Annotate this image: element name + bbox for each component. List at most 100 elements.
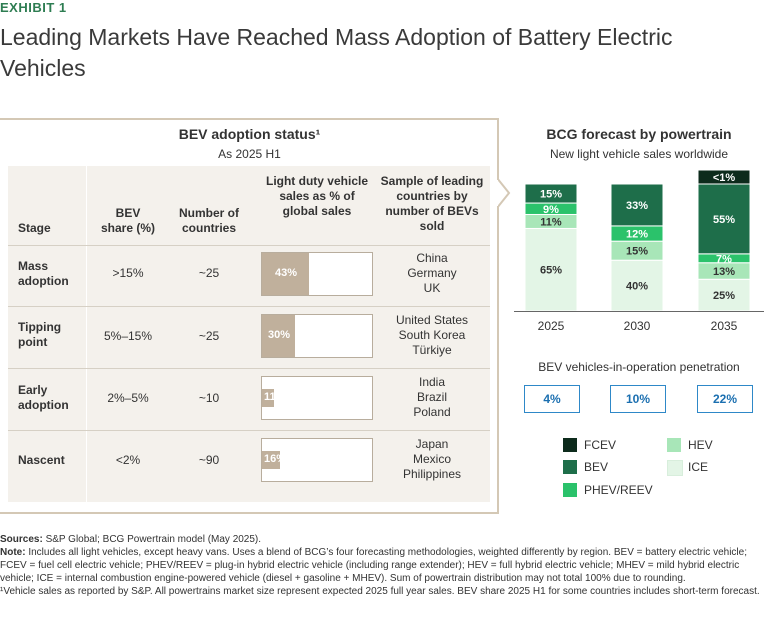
penetration-value-2025: 4%	[524, 385, 580, 413]
sources-label: Sources:	[0, 534, 43, 545]
country-name: Mexico	[412, 452, 451, 466]
segment-label-hev-2030: 15%	[626, 246, 648, 258]
footnotes: Sources: S&P Global; BCG Powertrain mode…	[0, 533, 760, 598]
bev-share-value: 2%–5%	[107, 391, 149, 405]
sales-share-fill	[262, 389, 274, 407]
note-label: Note:	[0, 547, 26, 558]
x-tick-label-2035: 2035	[711, 319, 738, 332]
country-name: United States	[395, 313, 469, 327]
bev-share-value: <2%	[115, 453, 141, 467]
legend-label-fcev: FCEV	[584, 438, 617, 452]
bar-segment-ice-2030	[610, 259, 664, 312]
header-bev-share: BEV share (%)	[100, 206, 156, 235]
country-name: India	[418, 375, 446, 389]
penetration-value-2035: 22%	[697, 385, 753, 413]
legend-swatch-hev	[667, 438, 681, 452]
adoption-panel-subtitle: As 2025 H1	[218, 147, 281, 161]
legend-swatch-bev	[563, 460, 577, 474]
country-count-value: ~10	[198, 391, 220, 405]
penetration-value-2030: 10%	[610, 385, 666, 413]
legend-swatch-ice	[667, 460, 683, 476]
adoption-panel	[0, 118, 499, 514]
sample-countries: China Germany UK	[376, 251, 488, 296]
header-number-countries: Number of countries	[179, 206, 239, 235]
country-count-value: ~25	[198, 329, 220, 343]
stage-mass-adoption: Mass adoption	[18, 259, 69, 288]
row-divider	[8, 306, 490, 307]
legend-label-hev: HEV	[688, 438, 713, 452]
x-tick-label-2030: 2030	[624, 319, 651, 332]
country-count-value: ~25	[198, 266, 220, 280]
panel-pointer	[497, 178, 511, 208]
sales-share-bar: 16%	[261, 438, 373, 482]
sample-countries: United States South Korea Türkiye	[376, 313, 488, 358]
chart-subtitle: New light vehicle sales worldwide	[549, 147, 729, 161]
legend-label-ice: ICE	[688, 460, 709, 474]
sales-share-label: 43%	[275, 267, 298, 279]
sources-line: Sources: S&P Global; BCG Powertrain mode…	[0, 533, 760, 546]
stage-nascent: Nascent	[18, 453, 65, 467]
country-name: Philippines	[402, 467, 462, 481]
country-name: China	[416, 251, 448, 265]
segment-label-bev-2025: 15%	[540, 189, 562, 201]
bar-segment-bev-2025	[524, 183, 578, 204]
chart-title: BCG forecast by powertrain	[546, 126, 732, 142]
segment-label-ice-2030: 40%	[626, 281, 648, 293]
legend-label-phev: PHEV/REEV	[584, 483, 653, 497]
legend-label-bev: BEV	[584, 460, 609, 474]
sources-text: S&P Global; BCG Powertrain model (May 20…	[45, 534, 262, 545]
legend-swatch-phev	[563, 483, 577, 497]
footnote-line: ¹Vehicle sales as reported by S&P. All p…	[0, 586, 760, 597]
legend-swatch-fcev	[563, 438, 577, 452]
adoption-panel-title: BEV adoption status¹	[178, 126, 321, 142]
row-divider	[8, 430, 490, 431]
sales-share-fill	[262, 253, 309, 295]
country-count-value: ~90	[198, 453, 220, 467]
x-tick-label-2025: 2025	[538, 319, 565, 332]
country-name: UK	[423, 281, 441, 295]
country-name: Japan	[415, 437, 449, 451]
country-name: Türkiye	[412, 343, 452, 357]
sales-share-bar: 43%	[261, 252, 373, 296]
segment-label-phev-reev-2030: 12%	[626, 229, 648, 241]
segment-label-phev-reev-2025: 9%	[543, 204, 559, 216]
header-vehicle-sales: Light duty vehicle sales as % of global …	[265, 174, 368, 218]
country-name: Brazil	[416, 390, 447, 404]
sales-share-bar: 30%	[261, 314, 373, 358]
sales-share-fill	[262, 315, 295, 357]
segment-label-bev-2035: 55%	[713, 214, 735, 226]
sample-countries: Japan Mexico Philippines	[376, 437, 488, 482]
bar-segment-bev-2030	[610, 183, 664, 227]
note-text: Includes all light vehicles, except heav…	[0, 547, 747, 584]
sales-share-fill	[262, 451, 280, 469]
sales-share-bar: 11%	[261, 376, 373, 420]
bev-share-value: >15%	[112, 266, 144, 280]
segment-label-ice-2025: 65%	[540, 265, 562, 277]
sales-share-label: 30%	[268, 329, 291, 341]
stacked-bar-chart: 65% 11%9% 15% 2025 40% 15% 12% 33% 2030 25% 13%7% 5…	[514, 170, 764, 332]
row-divider	[8, 245, 490, 246]
sample-countries: India Brazil Poland	[376, 375, 488, 420]
segment-label-bev-2030: 33%	[626, 200, 648, 212]
bar-segment-bev-2035	[697, 183, 751, 255]
segment-label-hev-2025: 11%	[540, 216, 562, 228]
exhibit-label: EXHIBIT 1	[0, 0, 67, 15]
stage-early-adoption: Early adoption	[18, 383, 69, 412]
adoption-table	[8, 166, 490, 502]
sales-share-label: 16%	[264, 453, 287, 465]
country-name: South Korea	[398, 328, 466, 342]
header-sample-countries: Sample of leading countries by number of…	[380, 174, 484, 233]
note-line: Note: Includes all light vehicles, excep…	[0, 546, 760, 585]
segment-label-hev-2035: 13%	[713, 266, 735, 278]
penetration-title: BEV vehicles-in-operation penetration	[538, 360, 740, 374]
segment-label-phev-reev-2035: 7%	[716, 253, 732, 265]
header-stage: Stage	[18, 221, 51, 235]
segment-label-ice-2035: 25%	[713, 290, 735, 302]
segment-label-fcev-2035: <1%	[713, 172, 736, 184]
row-divider	[8, 368, 490, 369]
bar-segment-ice-2035	[697, 278, 751, 312]
sales-share-label: 11%	[264, 391, 286, 403]
country-name: Poland	[413, 405, 451, 419]
stage-tipping-point: Tipping point	[18, 320, 62, 349]
bar-segment-fcev-2035	[697, 170, 751, 185]
